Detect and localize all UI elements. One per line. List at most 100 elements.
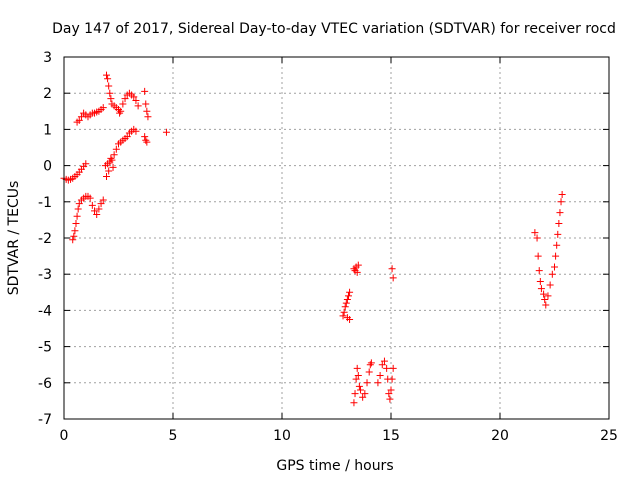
data-point (105, 82, 113, 90)
data-point (365, 368, 373, 376)
data-point (112, 145, 120, 153)
data-point (353, 364, 361, 372)
data-point (534, 252, 542, 260)
data-point (107, 154, 115, 162)
data-point (359, 393, 367, 401)
data-point (132, 96, 140, 104)
data-point (116, 109, 124, 117)
data-point (389, 364, 397, 372)
data-point (82, 160, 90, 168)
data-point (542, 301, 550, 309)
data-point (544, 292, 552, 300)
data-point (73, 212, 81, 220)
data-point (537, 285, 545, 293)
x-tick-label: 0 (60, 428, 69, 444)
y-tick-label: -4 (38, 303, 52, 319)
data-point (132, 127, 140, 135)
y-axis-label: SDTVAR / TECUs (6, 181, 22, 296)
data-point (353, 268, 361, 276)
y-tick-label: -3 (38, 267, 52, 283)
data-point (107, 95, 115, 103)
data-point (533, 234, 541, 242)
data-point (97, 200, 105, 208)
data-point (69, 236, 77, 244)
data-point (75, 200, 83, 208)
data-point (86, 194, 94, 202)
data-point (354, 372, 362, 380)
data-point (546, 281, 554, 289)
data-point (142, 136, 150, 144)
data-point (355, 382, 363, 390)
x-tick-label: 20 (491, 428, 509, 444)
data-point (366, 361, 374, 369)
data-point (109, 163, 117, 171)
x-tick-label: 10 (273, 428, 291, 444)
data-point (553, 241, 561, 249)
data-point (339, 312, 347, 320)
x-tick-label: 25 (600, 428, 618, 444)
data-point (88, 201, 96, 209)
data-point (356, 386, 364, 394)
data-point (72, 220, 80, 228)
data-point (551, 263, 558, 271)
data-point (91, 207, 99, 215)
data-point (95, 205, 103, 213)
y-tick-label: 0 (43, 159, 52, 175)
data-point (555, 220, 563, 228)
data-point (340, 308, 348, 316)
data-point (70, 232, 78, 240)
x-tick-label: 5 (169, 428, 178, 444)
data-point (389, 274, 397, 282)
y-tick-label: -2 (38, 231, 52, 247)
x-tick-label: 15 (382, 428, 400, 444)
data-point (99, 196, 107, 204)
data-point (93, 210, 101, 218)
chart-title: Day 147 of 2017, Sidereal Day-to-day VTE… (52, 21, 616, 37)
y-tick-label: -1 (38, 195, 52, 211)
data-point (556, 209, 564, 217)
data-point (367, 359, 375, 367)
data-point (361, 390, 369, 398)
data-point (74, 205, 82, 213)
data-point (374, 379, 382, 387)
data-point (103, 71, 111, 79)
data-point (541, 296, 549, 304)
data-point (386, 395, 394, 403)
data-point (110, 151, 118, 159)
data-point (342, 299, 350, 307)
data-point (119, 100, 127, 108)
y-tick-label: 2 (43, 86, 52, 102)
x-axis-label: GPS time / hours (276, 458, 393, 474)
data-point (536, 277, 544, 285)
data-point (75, 116, 83, 124)
data-point (130, 93, 138, 101)
y-tick-label: -5 (38, 340, 52, 356)
data-point (557, 198, 565, 206)
data-point (341, 303, 349, 311)
axis-ticks: 0 5 10 15 20 25 -7 -6 -5 -4 -3 -2 -1 0 1 2 3 (38, 50, 618, 444)
data-point (143, 138, 151, 146)
data-point (380, 357, 388, 365)
data-point (105, 167, 113, 175)
data-point (552, 252, 560, 260)
y-tick-label: -7 (38, 412, 52, 428)
grid (64, 57, 609, 419)
data-point (104, 75, 112, 83)
data-point (121, 95, 129, 103)
data-point (351, 390, 359, 398)
data-point (144, 113, 152, 121)
data-point (71, 227, 79, 235)
data-point (540, 290, 548, 298)
data-point (141, 133, 149, 141)
data-point (535, 267, 543, 275)
data-point (143, 107, 151, 115)
y-tick-label: -6 (38, 376, 52, 392)
data-point (77, 113, 85, 121)
data-point (352, 375, 360, 383)
data-point (106, 89, 114, 97)
data-point (363, 379, 371, 387)
data-point (142, 100, 150, 108)
data-point (548, 270, 556, 278)
data-point (346, 288, 354, 296)
